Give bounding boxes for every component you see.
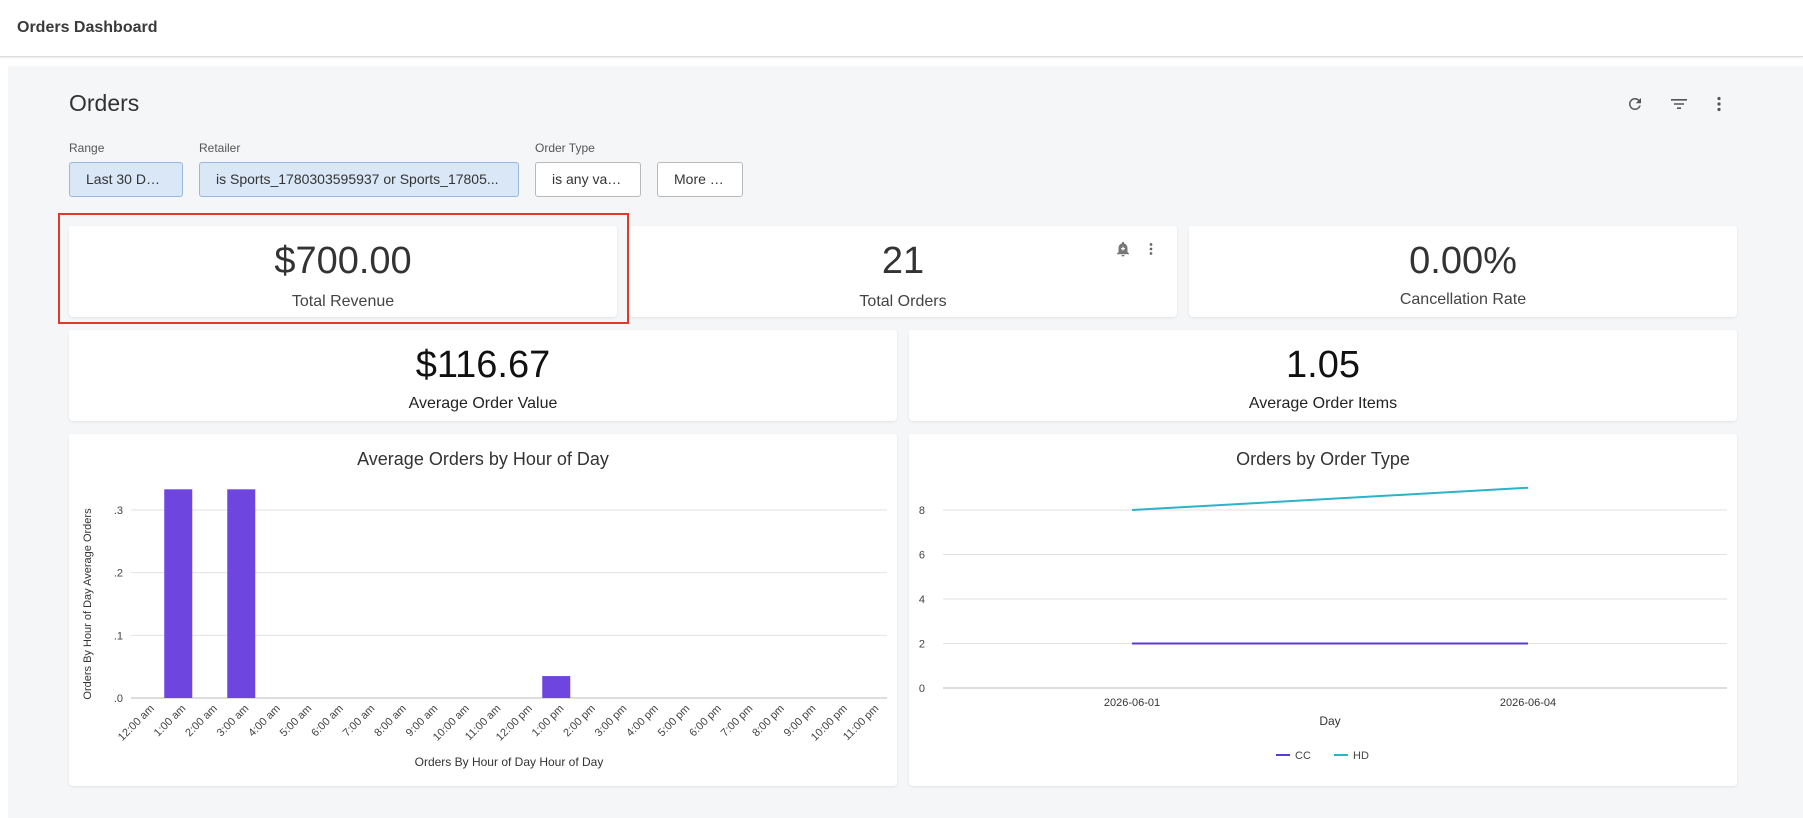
x-tick-label: 4:00 pm — [624, 703, 661, 740]
more-filters-button[interactable]: More • 4 — [657, 162, 743, 197]
filter-label-range: Range — [69, 141, 105, 155]
cancellation-rate-label: Cancellation Rate — [1399, 291, 1527, 308]
y-tick-label: 0 — [919, 683, 925, 695]
tile-more-vert-icon[interactable] — [1142, 240, 1160, 258]
app-header: Orders Dashboard — [0, 0, 1803, 57]
x-tick-label: 8:00 am — [372, 703, 409, 740]
average-order-items-label: Average Order Items — [1248, 395, 1398, 412]
x-tick-label: 3:00 pm — [593, 703, 630, 740]
y-tick-label: .2 — [114, 568, 123, 580]
app-title: Orders Dashboard — [17, 19, 158, 36]
average-order-value-tile: $116.67 Average Order Value — [69, 330, 897, 421]
order-type-line-chart: 0 2 4 6 8 2026-06-01 2026-06-04 Day CC HD — [919, 486, 1727, 762]
x-tick-label: 6:00 am — [309, 703, 346, 740]
x-tick-label: 2:00 am — [183, 703, 220, 740]
total-revenue-value: $700.00 — [274, 240, 412, 282]
x-tick-label: 5:00 am — [278, 703, 315, 740]
legend-label: HD — [1353, 750, 1369, 762]
hourly-orders-chart-tile: Average Orders by Hour of Day .0 .1 .2 .3 12… — [69, 434, 897, 786]
x-tick-label: 1:00 am — [152, 703, 189, 740]
order-type-filter-chip[interactable]: is any value — [535, 162, 641, 197]
x-tick-label: 6:00 pm — [687, 703, 724, 740]
hourly-orders-bar-chart: .0.1.2.312:00 am1:00 am2:00 am3:00 am4:0… — [82, 489, 887, 769]
alert-bell-icon[interactable] — [1114, 240, 1132, 258]
average-order-items-value: 1.05 — [1286, 344, 1360, 386]
legend-label: CC — [1295, 750, 1311, 762]
x-axis-label: Orders By Hour of Day Hour of Day — [415, 755, 604, 769]
retailer-filter-chip[interactable]: is Sports_1780303595937 or Sports_17805.… — [199, 162, 519, 197]
x-tick-label: 2026-06-04 — [1500, 697, 1556, 709]
x-tick-label: 2026-06-01 — [1104, 697, 1160, 709]
x-tick-label: 12:00 am — [116, 703, 157, 744]
x-axis-label: Day — [1319, 714, 1340, 728]
average-order-items-tile: 1.05 Average Order Items — [909, 330, 1737, 421]
x-tick-label: 2:00 pm — [561, 703, 598, 740]
series-line-hd — [1131, 486, 1529, 511]
total-orders-value: 21 — [881, 240, 925, 282]
range-filter-chip[interactable]: Last 30 Days — [69, 162, 183, 197]
hourly-chart-title: Average Orders by Hour of Day — [357, 449, 609, 469]
average-order-value-label: Average Order Value — [408, 395, 558, 412]
x-tick-label: 8:00 pm — [750, 703, 787, 740]
x-tick-label: 7:00 pm — [719, 703, 756, 740]
total-revenue-tile: $700.00 Total Revenue — [69, 226, 617, 317]
x-tick-label: 1:00 pm — [530, 703, 567, 740]
y-axis-label: Orders By Hour of Day Average Orders — [82, 508, 94, 700]
more-vert-icon[interactable] — [1707, 92, 1731, 116]
cancellation-rate-value: 0.00% — [1409, 240, 1517, 282]
average-order-value-value: $116.67 — [415, 344, 551, 386]
bar — [227, 489, 256, 698]
total-orders-label: Total Orders — [859, 293, 947, 310]
y-tick-label: 6 — [919, 550, 925, 562]
y-tick-label: .3 — [114, 505, 123, 517]
x-tick-label: 4:00 am — [246, 703, 283, 740]
x-tick-label: 3:00 am — [215, 703, 252, 740]
x-tick-label: 7:00 am — [341, 703, 378, 740]
order-type-chart-title: Orders by Order Type — [1236, 449, 1410, 469]
bar — [542, 676, 571, 698]
cancellation-rate-tile: 0.00% Cancellation Rate — [1189, 226, 1737, 317]
y-tick-label: 2 — [919, 639, 925, 651]
y-tick-label: 8 — [919, 505, 925, 517]
bar — [164, 489, 193, 698]
dashboard-title: Orders — [69, 90, 140, 116]
total-orders-tile: 21 Total Orders — [629, 226, 1177, 317]
y-tick-label: .0 — [114, 693, 123, 705]
y-tick-label: .1 — [114, 630, 123, 642]
order-type-chart-tile: Orders by Order Type 0 2 4 6 8 2026-06-01 2026… — [909, 434, 1737, 786]
total-revenue-label: Total Revenue — [291, 293, 395, 310]
filter-icon[interactable] — [1667, 92, 1691, 116]
filter-label-retailer: Retailer — [199, 141, 241, 155]
refresh-icon[interactable] — [1623, 92, 1647, 116]
x-tick-label: 5:00 pm — [656, 703, 693, 740]
y-tick-label: 4 — [919, 594, 925, 606]
filter-label-order-type: Order Type — [535, 141, 595, 155]
